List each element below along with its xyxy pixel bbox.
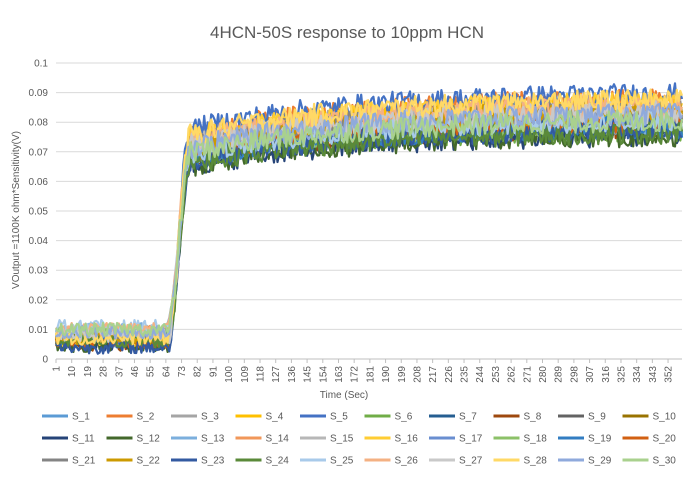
x-tick-label: 172	[350, 366, 361, 383]
legend-entry: S_27	[459, 456, 483, 467]
x-tick-label: 64	[161, 366, 172, 378]
y-tick-label: 0.08	[29, 118, 49, 129]
x-tick-label: 271	[522, 366, 533, 383]
x-tick-label: 217	[428, 366, 439, 383]
x-tick-label: 334	[632, 366, 643, 383]
legend-entry: S_11	[72, 434, 95, 445]
legend-entry: S_22	[137, 456, 161, 467]
legend-entry: S_6	[395, 412, 413, 423]
y-axis-ticks: 0 0.01 0.02 0.03 0.04 0.05 0.06 0.07 0.08 0.09 0.1	[29, 59, 49, 366]
x-tick-label: 91	[208, 366, 219, 378]
legend-entry: S_7	[459, 412, 477, 423]
x-tick-label: 55	[146, 366, 157, 378]
legend-entry: S_12	[137, 434, 161, 445]
y-tick-label: 0.01	[29, 325, 49, 336]
legend-entry: S_15	[330, 434, 354, 445]
x-tick-label: 262	[507, 366, 518, 383]
x-tick-label: 244	[475, 366, 486, 383]
legend-entry: S_14	[266, 434, 290, 445]
y-tick-label: 0	[42, 355, 48, 366]
x-tick-label: 46	[130, 366, 141, 378]
y-tick-label: 0.02	[29, 295, 49, 306]
x-tick-label: 145	[303, 366, 314, 383]
series-group	[54, 82, 684, 355]
y-tick-label: 0.05	[29, 207, 49, 218]
x-tick-label: 316	[601, 366, 612, 383]
x-tick-label: 253	[491, 366, 502, 383]
x-tick-label: 1	[52, 366, 63, 372]
legend-entry: S_5	[330, 412, 348, 423]
series-line-s-28	[54, 88, 684, 346]
x-tick-label: 100	[224, 366, 235, 383]
x-tick-label: 235	[460, 366, 471, 383]
legend-entry: S_16	[395, 434, 419, 445]
legend-entry: S_2	[137, 412, 155, 423]
x-tick-label: 208	[412, 366, 423, 383]
x-axis-label: Time (Sec)	[320, 390, 369, 401]
y-axis-label: VOutput =1100K ohm*Sensitivity(V)	[11, 131, 22, 289]
x-tick-label: 226	[444, 366, 455, 383]
x-tick-label: 298	[569, 366, 580, 383]
legend-entry: S_19	[588, 434, 612, 445]
x-tick-label: 280	[538, 366, 549, 383]
legend-entry: S_20	[653, 434, 677, 445]
x-tick-label: 82	[193, 366, 204, 378]
x-tick-label: 199	[397, 366, 408, 383]
legend-entry: S_9	[588, 412, 606, 423]
legend-entry: S_30	[653, 456, 677, 467]
legend-entry: S_28	[524, 456, 548, 467]
legend: S_1 S_2 S_3 S_4 S_5 S_6 S_7 S_8 S_9 S_10 S_11 S_12 S…	[42, 412, 676, 467]
x-tick-label: 28	[99, 366, 110, 378]
x-tick-label: 163	[334, 366, 345, 383]
legend-entry: S_17	[459, 434, 483, 445]
x-tick-label: 190	[381, 366, 392, 383]
legend-entry: S_4	[266, 412, 284, 423]
legend-entry: S_18	[524, 434, 548, 445]
legend-entry: S_10	[653, 412, 677, 423]
x-tick-label: 307	[585, 366, 596, 383]
y-tick-label: 0.03	[29, 266, 49, 277]
legend-entry: S_23	[201, 456, 225, 467]
legend-entry: S_25	[330, 456, 354, 467]
legend-entry: S_24	[266, 456, 290, 467]
chart-title: 4HCN-50S response to 10ppm HCN	[210, 23, 484, 42]
y-tick-label: 0.1	[34, 59, 48, 70]
x-tick-label: 19	[83, 366, 94, 378]
legend-entry: S_3	[201, 412, 219, 423]
x-tick-label: 37	[114, 366, 125, 378]
legend-entry: S_21	[72, 456, 96, 467]
series-line-s-24	[55, 121, 684, 349]
x-tick-label: 352	[664, 366, 675, 383]
legend-entry: S_13	[201, 434, 225, 445]
x-tick-label: 73	[177, 366, 188, 378]
x-tick-label: 136	[287, 366, 298, 383]
series-line-s-30	[55, 109, 684, 337]
x-axis-ticks: 1 10 19 28 37 46 55 64 73 82 91 100 109 118 127 136 145 1…	[52, 359, 675, 383]
y-tick-label: 0.04	[29, 236, 49, 247]
y-tick-label: 0.09	[29, 88, 49, 99]
y-tick-label: 0.07	[29, 147, 49, 158]
legend-entry: S_8	[524, 412, 542, 423]
x-tick-label: 181	[365, 366, 376, 383]
x-tick-label: 325	[616, 366, 627, 383]
legend-entry: S_26	[395, 456, 419, 467]
x-tick-label: 118	[256, 366, 267, 382]
x-tick-label: 154	[318, 366, 329, 383]
y-tick-label: 0.06	[29, 177, 49, 188]
x-tick-label: 109	[240, 366, 251, 383]
x-tick-label: 127	[271, 366, 282, 383]
legend-entry: S_1	[72, 412, 90, 423]
x-tick-label: 343	[648, 366, 659, 383]
legend-entry: S_29	[588, 456, 612, 467]
x-tick-label: 289	[554, 366, 565, 383]
x-tick-label: 10	[67, 366, 78, 378]
